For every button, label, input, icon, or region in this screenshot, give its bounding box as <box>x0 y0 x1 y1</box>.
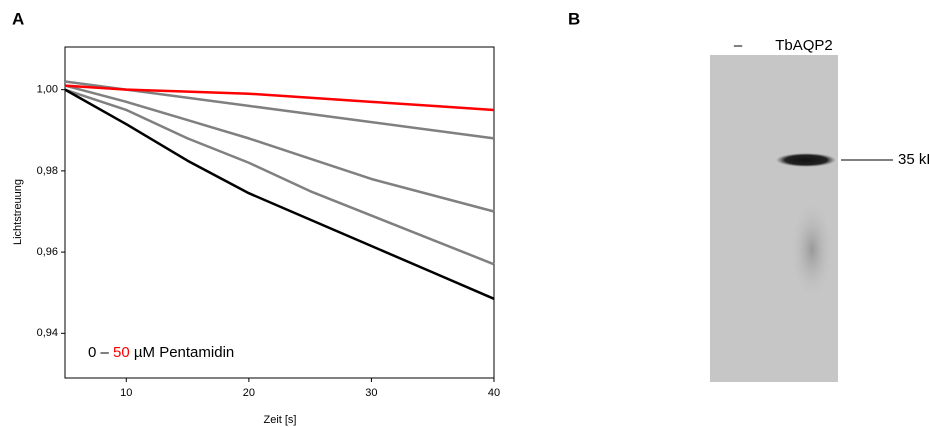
y-tick-label: 0,96 <box>37 246 58 258</box>
annotation-part: 0 – <box>88 344 110 361</box>
x-tick-label: 30 <box>365 387 377 399</box>
data-line <box>64 88 495 300</box>
y-axis-label: Lichtstreuung <box>12 179 24 245</box>
x-axis-label: Zeit [s] <box>263 414 296 426</box>
y-tick-label: 0,98 <box>37 165 58 177</box>
annotation-part: µM Pentamidin <box>134 344 234 361</box>
annotation: 0 – 50 µM Pentamidin <box>88 344 234 361</box>
panel-label: A <box>12 9 24 28</box>
panel-label: B <box>568 9 580 28</box>
x-tick-label: 10 <box>120 387 132 399</box>
blot-smear <box>790 200 834 300</box>
marker-label: 35 kDa <box>898 151 929 168</box>
blot-band <box>776 153 836 167</box>
x-tick-label: 20 <box>243 387 255 399</box>
y-tick-label: 1,00 <box>37 84 58 96</box>
y-tick-label: 0,94 <box>37 327 58 339</box>
lane-label: TbAQP2 <box>775 37 833 54</box>
annotation-part: 50 <box>113 344 130 361</box>
plot-frame <box>64 46 495 379</box>
data-line <box>64 84 495 112</box>
data-line <box>64 84 495 213</box>
x-tick-label: 40 <box>488 387 500 399</box>
lane-label: – <box>734 37 743 54</box>
data-line <box>64 88 495 266</box>
